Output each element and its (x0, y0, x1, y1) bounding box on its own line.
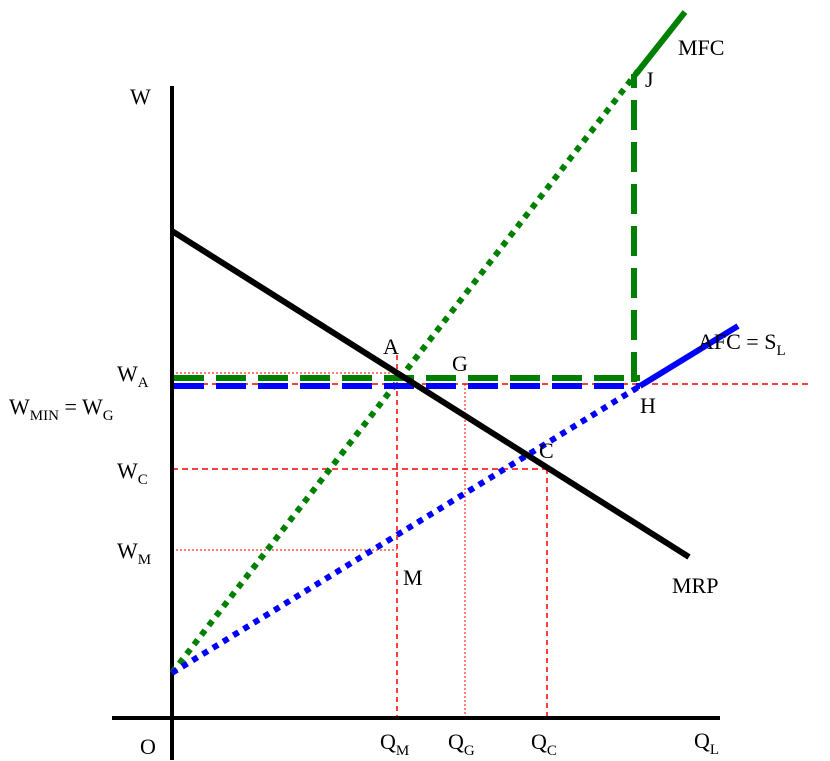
quantity-label-qg: QG (448, 729, 475, 759)
point-label-a: A (383, 334, 399, 359)
afc-curve-dotted (170, 383, 642, 676)
wage-label-wmin-sub: MIN (30, 408, 59, 424)
quantity-label-qc-main: Q (531, 729, 547, 754)
quantity-label-qc-sub: C (547, 743, 557, 759)
wage-label-wa-sub: A (138, 375, 149, 391)
mrp-label: MRP (672, 573, 718, 598)
quantity-label-qm-main: Q (380, 729, 396, 754)
axes (112, 86, 720, 760)
wage-label-wm-sub: M (138, 552, 151, 568)
point-label-g: G (452, 351, 468, 376)
wage-label-wm: WM (117, 538, 151, 568)
quantity-label-qm-sub: M (396, 743, 409, 759)
wage-label-wa-main: W (117, 361, 138, 386)
y-axis-label: W (130, 84, 151, 109)
x-axis-label-sub: L (710, 742, 719, 758)
point-label-h: H (640, 393, 656, 418)
afc-label-sub: L (776, 343, 785, 359)
wage-label-wc: WC (117, 458, 148, 488)
wage-label-wa: WA (117, 361, 149, 391)
quantity-label-qg-main: Q (448, 729, 464, 754)
wage-label-wmin-main: W (9, 394, 30, 419)
wage-label-wm-main: W (117, 538, 138, 563)
wage-label-wc-main: W (117, 458, 138, 483)
mrp-curve (170, 228, 691, 560)
wage-label-wmin: WMIN = WG (9, 394, 114, 424)
wage-label-wmin-eq: = W (59, 394, 103, 419)
afc-curve-solid (638, 323, 740, 389)
afc-label: AFC = SL (698, 329, 786, 359)
guide-lines (172, 355, 808, 718)
point-label-c: C (539, 438, 554, 463)
quantity-label-qg-sub: G (464, 743, 475, 759)
x-axis-label: QL (694, 728, 719, 758)
wage-label-wg-sub: G (103, 408, 114, 424)
x-axis-label-main: Q (694, 728, 710, 753)
mfc-curve-solid (633, 10, 688, 76)
quantity-label-qm: QM (380, 729, 409, 759)
point-label-m: M (403, 565, 423, 590)
point-label-j: J (645, 67, 654, 92)
wage-label-wc-sub: C (138, 472, 148, 488)
afc-label-main: AFC = S (698, 329, 776, 354)
mfc-label: MFC (678, 35, 724, 60)
origin-label: O (140, 734, 156, 759)
quantity-label-qc: QC (531, 729, 557, 759)
